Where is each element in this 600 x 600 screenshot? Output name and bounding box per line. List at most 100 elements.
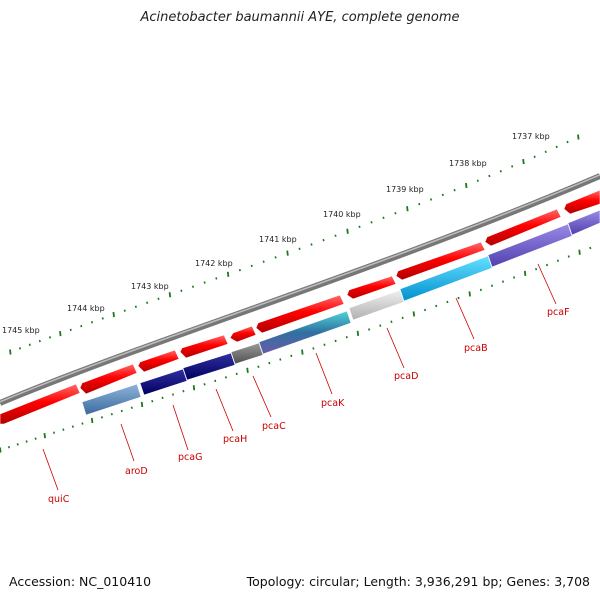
scale-labels: 1737 kbp 1738 kbp 1739 kbp 1740 kbp 1741… xyxy=(2,132,550,335)
scale-major-tick xyxy=(59,331,62,337)
scale-minor-tick xyxy=(479,288,482,292)
scale-minor-tick xyxy=(394,212,397,215)
scale-minor-tick xyxy=(418,202,421,206)
scale-major-tick xyxy=(301,349,304,355)
scale-minor-tick xyxy=(555,145,558,149)
scale-minor-tick xyxy=(203,281,206,284)
scale-major-tick xyxy=(9,349,12,355)
scale-minor-tick xyxy=(48,336,52,339)
scale-minor-tick xyxy=(544,150,547,154)
scale-minor-tick xyxy=(290,354,293,358)
scale-minor-tick xyxy=(238,268,241,272)
cds-arrow xyxy=(229,325,257,343)
scale-minor-tick xyxy=(250,264,253,268)
scale-minor-tick xyxy=(101,317,104,320)
cds-arrow xyxy=(255,294,345,334)
inner-scale xyxy=(0,246,592,453)
scale-minor-tick xyxy=(334,234,337,237)
scale-minor-tick xyxy=(52,431,56,434)
map-title: Acinetobacter baumannii AYE, complete ge… xyxy=(140,10,460,25)
scale-major-tick xyxy=(522,158,525,165)
scale-minor-tick xyxy=(535,267,538,271)
scale-minor-tick xyxy=(224,376,228,379)
scale-label: 1743 kbp xyxy=(131,282,169,291)
scale-label: 1737 kbp xyxy=(512,132,550,141)
scale-minor-tick xyxy=(457,296,460,300)
scale-label: 1741 kbp xyxy=(259,235,297,244)
feature-pcaK xyxy=(258,310,352,355)
scale-minor-tick xyxy=(368,328,371,331)
scale-minor-tick xyxy=(80,324,83,328)
scale-minor-tick xyxy=(214,379,217,383)
scale-minor-tick xyxy=(90,321,94,324)
scale-minor-tick xyxy=(490,284,494,287)
scale-major-tick xyxy=(168,292,172,298)
scale-minor-tick xyxy=(130,406,133,409)
scale-minor-tick xyxy=(81,422,84,425)
scale-minor-tick xyxy=(25,440,28,443)
scale-major-tick xyxy=(286,250,289,256)
feature-next xyxy=(567,209,600,236)
scale-label: 1739 kbp xyxy=(386,185,424,194)
scale-major-tick xyxy=(226,271,230,277)
scale-minor-tick xyxy=(435,304,438,308)
scale-minor-tick xyxy=(38,339,41,343)
scale-minor-tick xyxy=(16,443,19,446)
scale-label: 1744 kbp xyxy=(67,304,105,313)
scale-minor-tick xyxy=(379,324,382,327)
scale-minor-tick xyxy=(191,285,195,288)
scale-minor-tick xyxy=(566,140,569,144)
gene-label-pcaH: pcaH xyxy=(223,434,247,445)
scale-minor-tick xyxy=(180,289,183,292)
scale-minor-tick xyxy=(545,263,549,267)
scale-minor-tick xyxy=(501,280,505,283)
scale-minor-tick xyxy=(453,188,456,192)
scale-minor-tick xyxy=(370,221,373,224)
scale-minor-tick xyxy=(390,320,393,324)
scale-label: 1740 kbp xyxy=(323,210,361,219)
cds-arrow xyxy=(137,349,180,373)
scale-minor-tick xyxy=(161,396,164,400)
scale-minor-tick xyxy=(268,361,271,365)
scale-minor-tick xyxy=(511,165,514,168)
genome-backbone xyxy=(0,173,600,406)
feature-pcaD xyxy=(348,289,405,321)
scale-minor-tick xyxy=(18,347,22,350)
scale-minor-tick xyxy=(513,276,516,279)
scale-minor-tick xyxy=(298,247,301,251)
cds-arrow xyxy=(346,275,397,300)
scale-minor-tick xyxy=(429,198,433,201)
scale-minor-tick xyxy=(262,260,265,263)
gene-label-pcaC: pcaC xyxy=(262,421,286,432)
scale-major-tick xyxy=(406,206,409,212)
feature-pcaB xyxy=(399,255,493,302)
cds-arrow xyxy=(563,189,600,215)
scale-minor-tick xyxy=(235,372,238,376)
scale-minor-tick xyxy=(182,389,185,393)
scale-minor-tick xyxy=(279,358,282,361)
scale-minor-tick xyxy=(556,259,559,262)
scale-minor-tick xyxy=(322,238,325,242)
gene-labels: quiC aroD pcaG pcaH pcaC pcaK pcaD pcaB … xyxy=(48,307,570,505)
scale-minor-tick xyxy=(334,339,337,343)
cds-track xyxy=(0,189,600,425)
outer-scale xyxy=(9,134,580,355)
scale-major-tick xyxy=(90,417,94,424)
accession-text: Accession: NC_010410 xyxy=(9,574,152,589)
scale-major-tick xyxy=(346,228,349,234)
scale-minor-tick xyxy=(382,216,385,220)
scale-minor-tick xyxy=(215,277,218,280)
scale-minor-tick xyxy=(203,383,206,386)
scale-minor-tick xyxy=(345,335,348,339)
feature-pcaG xyxy=(139,368,188,396)
scale-minor-tick xyxy=(533,155,536,158)
gene-label-pcaB: pcaB xyxy=(464,343,488,354)
scale-minor-tick xyxy=(146,301,149,305)
scale-minor-tick xyxy=(567,255,570,258)
scale-minor-tick xyxy=(110,412,113,416)
gene-label-pcaG: pcaG xyxy=(178,452,202,463)
feature-track xyxy=(81,209,600,416)
scale-minor-tick xyxy=(441,193,444,197)
scale-minor-tick xyxy=(100,416,103,419)
